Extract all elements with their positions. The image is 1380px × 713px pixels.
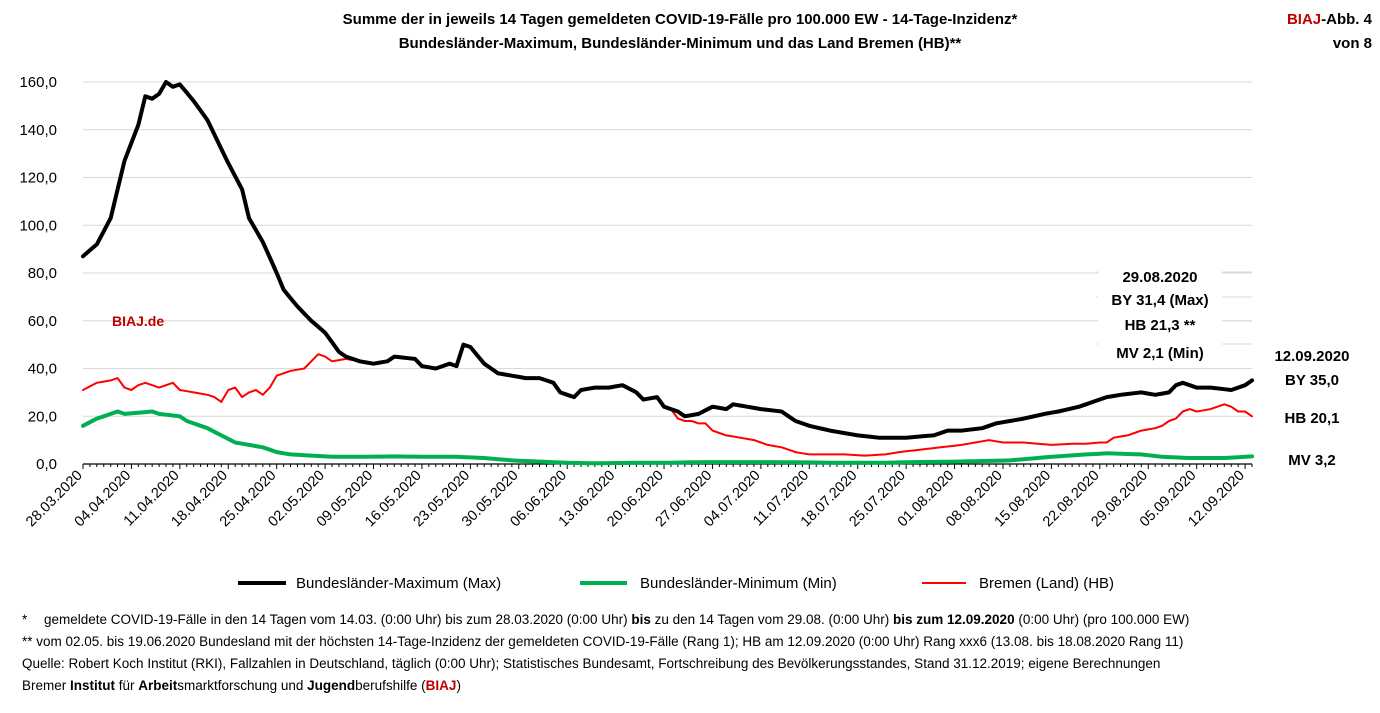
institute-text-g: berufshilfe (	[355, 678, 426, 693]
figure-badge: BIAJ-Abb. 4 von 8	[1232, 8, 1372, 56]
annotation-hb-aug: HB 21,3 **	[1125, 317, 1196, 334]
footnote-source: Quelle: Robert Koch Institut (RKI), Fall…	[22, 656, 1161, 671]
y-tick-label: 80,0	[28, 265, 57, 282]
line-chart: 0,0 20,0 40,0 60,0 80,0 100,0 120,0 140,0 160,0 2…	[19, 74, 1349, 592]
footnote-1-text-e: (0:00 Uhr) (pro 100.000 EW)	[1014, 612, 1190, 627]
footnote-2: ** vom 02.05. bis 19.06.2020 Bundesland …	[22, 634, 1184, 649]
legend-bremen-label: Bremen (Land) (HB)	[979, 575, 1114, 592]
title-line-2: Bundesländer-Maximum, Bundesländer-Minim…	[398, 35, 962, 52]
annotation-hb-sep: HB 20,1	[1284, 410, 1339, 427]
y-tick-label: 120,0	[19, 170, 57, 187]
y-tick-label: 100,0	[19, 217, 57, 234]
institute-text-e: smarktforschung und	[177, 678, 308, 693]
badge-figure-number: -Abb. 4	[1321, 11, 1372, 28]
series-min-line	[81, 409, 1254, 466]
legend-max-label: Bundesländer-Maximum (Max)	[296, 575, 501, 592]
annotation-date-aug: 29.08.2020	[1122, 269, 1197, 286]
watermark-label: BIAJ.de	[112, 313, 164, 329]
chart-title: Summe der in jeweils 14 Tagen gemeldeten…	[220, 8, 1140, 56]
institute-text-c: für	[115, 678, 139, 693]
footnotes: * gemeldete COVID-19-Fälle in den 14 Tage…	[22, 609, 1189, 697]
institute-text-i: )	[456, 678, 461, 693]
footnote-1-text-d: bis zum 12.09.2020	[893, 612, 1015, 627]
footnote-1-text-b: bis	[631, 612, 651, 627]
annotation-bg	[1098, 315, 1222, 335]
y-tick-label: 160,0	[19, 74, 57, 91]
footnote-1-text-a: gemeldete COVID-19-Fälle in den 14 Tagen…	[44, 612, 632, 627]
annotation-mv-aug: MV 2,1 (Min)	[1116, 345, 1204, 362]
series-max-line	[81, 80, 1254, 440]
title-line-1: Summe der in jeweils 14 Tagen gemeldeten…	[342, 11, 1018, 28]
footnote-institute: Bremer Institut für Arbeitsmarktforschun…	[22, 675, 1189, 697]
y-tick-label: 20,0	[28, 408, 57, 425]
badge-brand: BIAJ	[1286, 11, 1322, 28]
institute-text-a: Bremer	[22, 678, 71, 693]
annotation-bg	[1098, 267, 1222, 287]
annotation-bg	[1098, 290, 1222, 310]
footnote-1-text-c: zu den 14 Tagen vom 29.08. (0:00 Uhr)	[650, 612, 893, 627]
annotation-bg	[1098, 343, 1222, 363]
annotation-by-sep: BY 35,0	[1285, 372, 1339, 389]
institute-text-b: Institut	[70, 678, 116, 693]
footnote-1: * gemeldete COVID-19-Fälle in den 14 Tage…	[22, 609, 1189, 631]
institute-brand: BIAJ	[425, 678, 457, 693]
annotation-mv-sep: MV 3,2	[1288, 452, 1336, 469]
institute-text-d: Arbeit	[138, 678, 178, 693]
badge-of-total: von 8	[1332, 35, 1372, 52]
footnote-1-mark: *	[22, 612, 28, 627]
legend-min-label: Bundesländer-Minimum (Min)	[640, 575, 837, 592]
institute-text-f: Jugend	[307, 678, 356, 693]
annotation-by-aug: BY 31,4 (Max)	[1111, 292, 1208, 309]
y-tick-label: 60,0	[28, 313, 57, 330]
y-tick-label: 0,0	[36, 456, 57, 473]
series-bremen-line	[82, 343, 1253, 457]
y-tick-label: 40,0	[28, 361, 57, 378]
y-tick-label: 140,0	[19, 122, 57, 139]
annotation-date-sep: 12.09.2020	[1274, 348, 1349, 365]
